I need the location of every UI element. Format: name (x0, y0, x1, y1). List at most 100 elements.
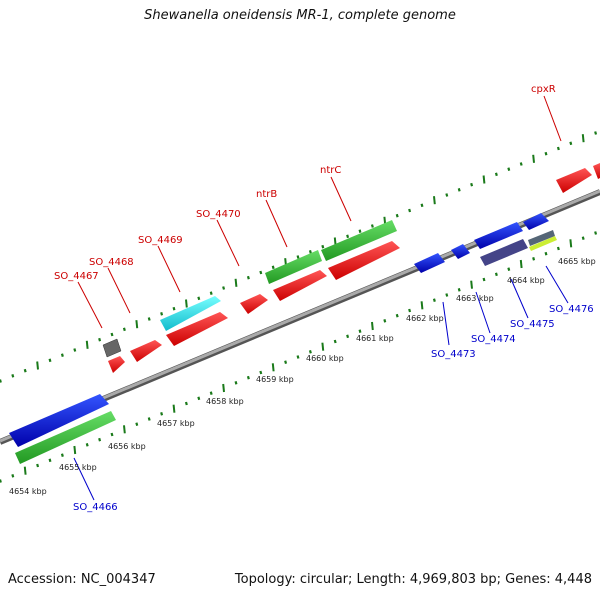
minor-tick (346, 334, 350, 339)
scale-label: 4661 kbp (356, 334, 394, 343)
cds-feature (593, 163, 600, 179)
cds-feature (160, 296, 221, 331)
cds-feature (529, 236, 557, 251)
minor-tick (308, 350, 312, 354)
scale-labels: 4654 kbp 4655 kbp 4656 kbp 4657 kbp 4658… (9, 257, 596, 496)
scale-label: 4662 kbp (406, 314, 444, 323)
minor-tick (569, 141, 573, 146)
minor-tick (197, 296, 201, 301)
minor-tick (507, 167, 511, 171)
cds-feature (166, 312, 228, 346)
minor-tick (197, 396, 201, 401)
gene-feature (265, 250, 322, 284)
minor-tick (60, 453, 64, 457)
scale-label: 4659 kbp (256, 375, 294, 384)
minor-tick (308, 250, 312, 254)
minor-tick (110, 332, 114, 337)
minor-tick (457, 288, 461, 292)
major-tick (73, 445, 77, 455)
scale-label: 4664 kbp (507, 276, 545, 285)
scale-label: 4655 kbp (59, 463, 97, 472)
scale-label: 4660 kbp (306, 354, 344, 363)
gene-label: SO_4467 (54, 271, 99, 282)
label-leader-lines (73, 95, 569, 501)
minor-tick (222, 286, 226, 290)
cds-feature (130, 340, 162, 362)
cds-feature (556, 168, 592, 193)
cds-feature (480, 239, 528, 266)
cds-feature (240, 294, 268, 314)
scale-label: 4665 kbp (558, 257, 596, 266)
minor-tick (370, 224, 374, 228)
accession-text: Accession: NC_004347 (8, 572, 156, 587)
major-tick (222, 383, 225, 393)
scale-label: 4654 kbp (9, 487, 47, 496)
minor-tick (494, 172, 498, 177)
forward-gene-labels: SO_4467 SO_4468 SO_4469 SO_4470 ntrB ntr… (54, 84, 556, 282)
major-tick (185, 299, 188, 308)
minor-tick (432, 298, 436, 302)
major-tick (36, 361, 39, 370)
cds-feature (474, 222, 523, 249)
minor-tick (0, 379, 2, 383)
cds-feature (523, 213, 549, 230)
minor-tick (296, 355, 300, 359)
minor-tick (556, 146, 560, 151)
gene-label: SO_4470 (196, 209, 241, 220)
minor-tick (284, 360, 288, 364)
gene-label: SO_4473 (431, 349, 476, 360)
major-tick (569, 239, 573, 248)
minor-tick (445, 193, 449, 197)
major-tick (420, 301, 424, 310)
major-tick (433, 196, 436, 205)
major-tick (371, 321, 374, 331)
major-tick (321, 342, 325, 351)
minor-tick (11, 474, 15, 478)
minor-tick (470, 182, 474, 187)
cds-feature (414, 253, 445, 273)
minor-tick (36, 463, 40, 468)
genome-summary-text: Topology: circular; Length: 4,969,803 bp… (234, 572, 592, 587)
major-tick (172, 404, 176, 413)
cds-feature (9, 394, 109, 447)
major-tick (482, 175, 486, 184)
minor-tick (346, 234, 350, 239)
minor-tick (408, 308, 412, 313)
major-tick (85, 340, 89, 349)
gene-label: SO_4476 (549, 304, 594, 315)
minor-tick (246, 275, 250, 280)
major-tick (581, 134, 585, 143)
major-tick (234, 278, 238, 287)
gene-feature (102, 338, 122, 358)
gene-label: SO_4474 (471, 334, 516, 345)
minor-tick (11, 374, 15, 378)
minor-tick (420, 203, 424, 208)
gene-label: SO_4468 (89, 257, 134, 268)
major-tick (135, 320, 139, 329)
minor-tick (160, 312, 164, 316)
minor-tick (184, 401, 188, 406)
minor-tick (581, 236, 585, 240)
minor-tick (482, 277, 486, 282)
minor-tick (383, 319, 387, 323)
minor-tick (259, 270, 263, 275)
cds-feature (451, 244, 470, 259)
minor-tick (296, 255, 300, 259)
minor-tick (333, 339, 337, 344)
minor-tick (395, 313, 399, 318)
minor-tick (73, 348, 77, 352)
cds-feature (273, 270, 327, 301)
major-tick (519, 259, 523, 269)
major-tick (23, 466, 27, 475)
reverse-gene-labels: SO_4466 SO_4473 SO_4474 SO_4475 SO_4476 (73, 304, 594, 513)
minor-tick (48, 458, 52, 463)
minor-tick (532, 257, 536, 261)
minor-tick (594, 231, 598, 235)
gene-feature (15, 411, 116, 464)
forward-features (102, 163, 600, 373)
minor-tick (408, 208, 412, 213)
gene-label: SO_4469 (138, 235, 183, 246)
minor-tick (358, 229, 362, 233)
minor-tick (135, 422, 139, 426)
